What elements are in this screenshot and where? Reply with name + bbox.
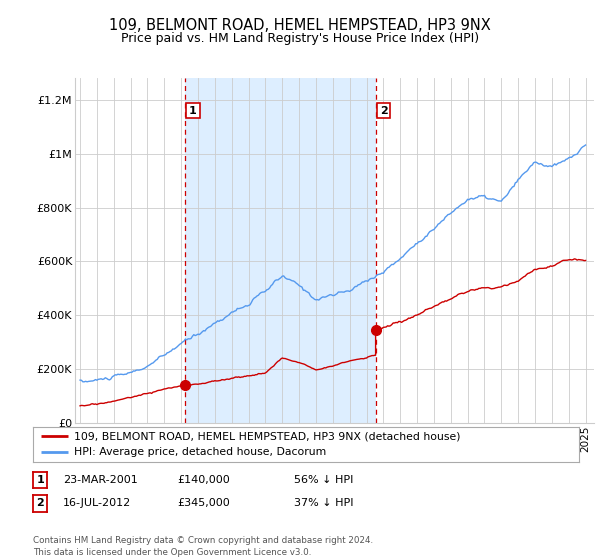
Text: 56% ↓ HPI: 56% ↓ HPI — [294, 475, 353, 485]
Text: Price paid vs. HM Land Registry's House Price Index (HPI): Price paid vs. HM Land Registry's House … — [121, 32, 479, 45]
Text: £345,000: £345,000 — [177, 498, 230, 508]
Text: 109, BELMONT ROAD, HEMEL HEMPSTEAD, HP3 9NX (detached house): 109, BELMONT ROAD, HEMEL HEMPSTEAD, HP3 … — [74, 431, 460, 441]
Text: 1: 1 — [189, 106, 197, 116]
Text: 1: 1 — [37, 475, 44, 485]
Text: 16-JUL-2012: 16-JUL-2012 — [63, 498, 131, 508]
Text: £140,000: £140,000 — [177, 475, 230, 485]
Text: 23-MAR-2001: 23-MAR-2001 — [63, 475, 138, 485]
Text: 109, BELMONT ROAD, HEMEL HEMPSTEAD, HP3 9NX: 109, BELMONT ROAD, HEMEL HEMPSTEAD, HP3 … — [109, 18, 491, 33]
Bar — [185, 78, 376, 423]
Text: Contains HM Land Registry data © Crown copyright and database right 2024.
This d: Contains HM Land Registry data © Crown c… — [33, 536, 373, 557]
Text: 2: 2 — [37, 498, 44, 508]
Text: 2: 2 — [380, 106, 388, 116]
Text: 37% ↓ HPI: 37% ↓ HPI — [294, 498, 353, 508]
Text: HPI: Average price, detached house, Dacorum: HPI: Average price, detached house, Daco… — [74, 447, 326, 458]
